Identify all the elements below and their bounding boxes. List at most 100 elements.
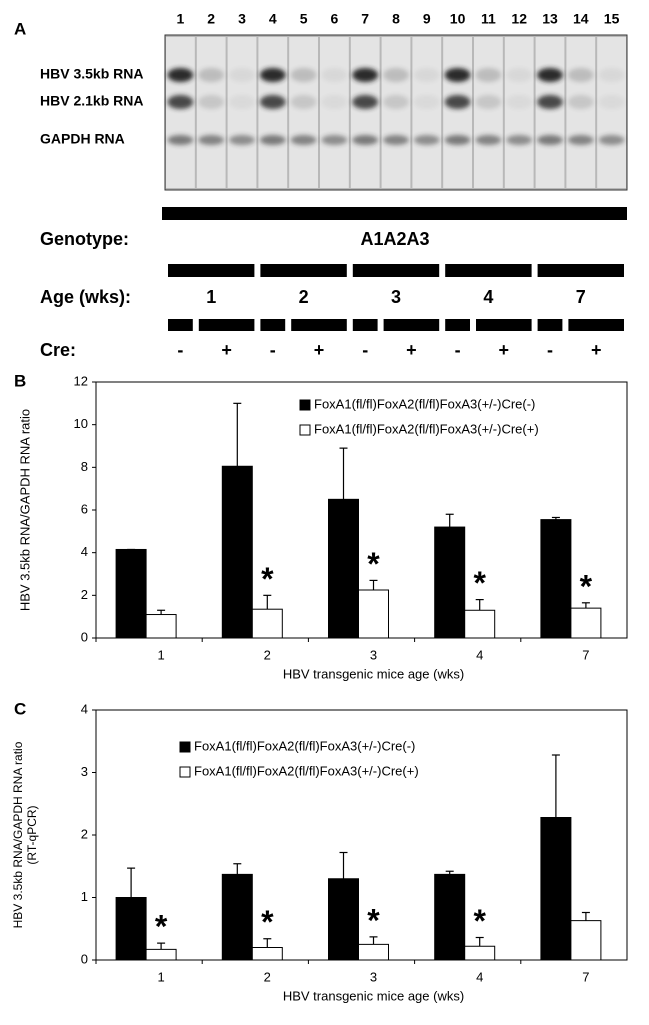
band bbox=[567, 135, 594, 145]
panel-label: A bbox=[14, 19, 26, 38]
band bbox=[383, 135, 409, 145]
bar bbox=[221, 873, 253, 961]
lane bbox=[289, 37, 318, 188]
legend-label: FoxA1(fl/fl)FoxA2(fl/fl)FoxA3(+/-)Cre(+) bbox=[194, 763, 419, 778]
significance-star: * bbox=[367, 902, 380, 938]
cre: + bbox=[221, 340, 232, 360]
age-bar bbox=[352, 264, 440, 277]
genotype-bar bbox=[162, 207, 627, 220]
panel-label: B bbox=[14, 371, 26, 390]
row-label: HBV 2.1kb RNA bbox=[40, 93, 143, 109]
cre-bar bbox=[568, 319, 624, 331]
significance-star: * bbox=[367, 546, 380, 582]
legend-swatch bbox=[299, 424, 311, 436]
bar bbox=[358, 589, 389, 639]
cre-bar bbox=[291, 319, 347, 331]
band bbox=[259, 135, 286, 145]
bar bbox=[145, 614, 177, 639]
y-tick-label: 0 bbox=[81, 629, 88, 644]
bar bbox=[434, 873, 466, 961]
y-tick-label: 1 bbox=[81, 889, 88, 904]
bar bbox=[434, 526, 466, 639]
band bbox=[167, 95, 194, 109]
band bbox=[383, 68, 409, 82]
x-tick-label: 7 bbox=[582, 969, 589, 984]
significance-star: * bbox=[261, 561, 274, 597]
lane-number: 11 bbox=[481, 11, 496, 27]
bar bbox=[145, 948, 177, 961]
y-tick-label: 10 bbox=[74, 416, 88, 431]
band bbox=[444, 95, 471, 109]
cre-bar bbox=[383, 319, 440, 331]
x-tick-label: 3 bbox=[370, 647, 377, 662]
lane-number: 6 bbox=[331, 11, 339, 27]
y-axis-label: (RT-qPCR) bbox=[25, 805, 39, 864]
lane-number: 7 bbox=[361, 11, 369, 27]
lane bbox=[166, 37, 195, 188]
band bbox=[475, 135, 502, 145]
band bbox=[475, 95, 502, 109]
age: 3 bbox=[391, 287, 401, 307]
lane-number: 15 bbox=[604, 11, 620, 27]
lane-number: 1 bbox=[177, 11, 185, 27]
lane-number: 10 bbox=[450, 11, 466, 27]
x-tick-label: 3 bbox=[370, 969, 377, 984]
lane bbox=[412, 37, 442, 188]
band bbox=[413, 95, 440, 109]
cre-bar bbox=[352, 319, 378, 331]
x-tick-label: 1 bbox=[157, 969, 164, 984]
band bbox=[506, 68, 533, 82]
y-tick-label: 0 bbox=[81, 951, 88, 966]
band bbox=[413, 135, 440, 145]
lane-number: 2 bbox=[207, 11, 215, 27]
cre-bar bbox=[168, 319, 193, 331]
x-tick-label: 2 bbox=[264, 969, 271, 984]
age-label: Age (wks): bbox=[40, 287, 131, 307]
age-bar bbox=[168, 264, 255, 277]
cre-bar bbox=[445, 319, 470, 331]
lane-number: 5 bbox=[300, 11, 308, 27]
significance-star: * bbox=[261, 904, 274, 940]
significance-star: * bbox=[580, 568, 593, 604]
age: 2 bbox=[299, 287, 309, 307]
age: 7 bbox=[576, 287, 586, 307]
significance-star: * bbox=[473, 903, 486, 939]
band bbox=[537, 68, 563, 82]
lane bbox=[350, 37, 380, 188]
x-axis-label: HBV transgenic mice age (wks) bbox=[283, 666, 464, 681]
band bbox=[413, 68, 440, 82]
band bbox=[444, 68, 471, 82]
bar bbox=[540, 817, 572, 961]
cre: - bbox=[455, 340, 461, 360]
cre: - bbox=[547, 340, 553, 360]
band bbox=[567, 68, 594, 82]
band bbox=[229, 135, 255, 145]
bar bbox=[464, 945, 496, 961]
band bbox=[506, 135, 533, 145]
bar bbox=[570, 607, 602, 639]
band bbox=[444, 135, 471, 145]
row-label: GAPDH RNA bbox=[40, 131, 125, 147]
band bbox=[598, 135, 625, 145]
band bbox=[259, 95, 286, 109]
y-axis-label: HBV 3.5kb RNA/GAPDH RNA ratio bbox=[17, 409, 32, 611]
band bbox=[352, 135, 379, 145]
lane-number: 14 bbox=[573, 11, 589, 27]
band bbox=[383, 95, 409, 109]
band bbox=[352, 68, 379, 82]
lane-number: 8 bbox=[392, 11, 400, 27]
bar bbox=[540, 519, 572, 639]
legend-swatch bbox=[179, 741, 191, 753]
band bbox=[290, 68, 317, 82]
band bbox=[290, 135, 317, 145]
band bbox=[352, 95, 379, 109]
band bbox=[506, 95, 533, 109]
band bbox=[598, 68, 625, 82]
band bbox=[321, 95, 348, 109]
lane bbox=[227, 37, 257, 188]
x-tick-label: 4 bbox=[476, 647, 483, 662]
band bbox=[537, 135, 563, 145]
y-tick-label: 2 bbox=[81, 587, 88, 602]
bar bbox=[115, 548, 147, 639]
